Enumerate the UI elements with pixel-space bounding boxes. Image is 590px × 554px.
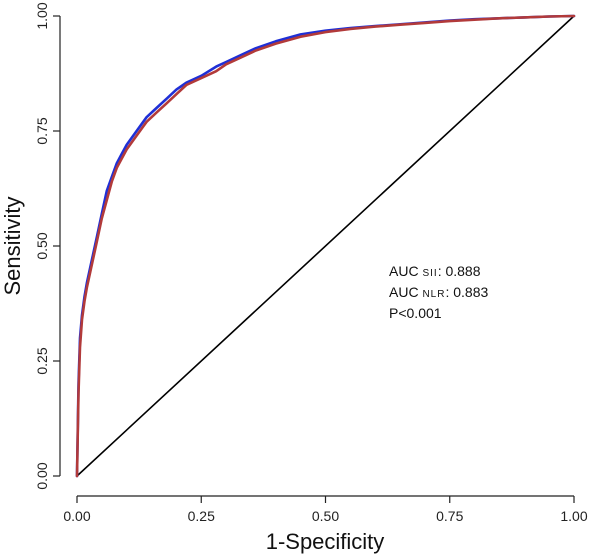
y-tick-label: 0.00 xyxy=(34,462,50,489)
series-line-reference xyxy=(76,15,575,477)
p-value-annotation: P<0.001 xyxy=(389,305,442,321)
auc-sii-subscript: SII xyxy=(422,268,437,279)
y-tick-label: 0.50 xyxy=(34,232,50,259)
series-layer xyxy=(75,14,576,478)
auc-nlr-annotation: AUC NLR: 0.883 xyxy=(389,284,488,300)
auc-nlr-prefix: AUC xyxy=(389,284,422,300)
x-tick-label: 0.50 xyxy=(312,508,339,524)
y-axis-label: Sensitivity xyxy=(0,196,25,295)
y-tick-label: 1.00 xyxy=(34,2,50,29)
x-tick-label: 1.00 xyxy=(560,508,587,524)
x-tick-label: 0.25 xyxy=(188,508,215,524)
auc-sii-annotation: AUC SII: 0.888 xyxy=(389,263,481,279)
y-tick-label: 0.25 xyxy=(34,347,50,374)
x-tick-label: 0.75 xyxy=(436,508,463,524)
series-line-nlr xyxy=(75,14,576,478)
y-ticks: 0.00 0.25 0.50 0.75 1.00 xyxy=(34,2,60,490)
y-tick-label: 0.75 xyxy=(34,117,50,144)
auc-sii-value: : 0.888 xyxy=(438,263,481,279)
auc-nlr-value: : 0.883 xyxy=(445,284,488,300)
auc-nlr-subscript: NLR xyxy=(422,289,445,300)
x-ticks: 0.00 0.25 0.50 0.75 1.00 xyxy=(63,496,588,524)
x-tick-label: 0.00 xyxy=(63,508,90,524)
auc-sii-prefix: AUC xyxy=(389,263,422,279)
x-axis-label: 1-Specificity xyxy=(266,529,385,554)
